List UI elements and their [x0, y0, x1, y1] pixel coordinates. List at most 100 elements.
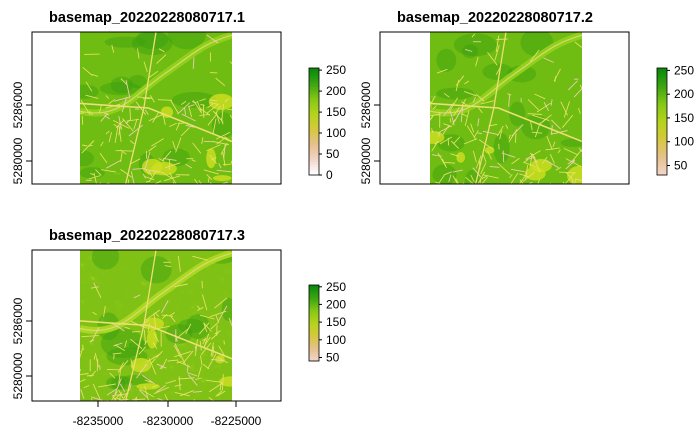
- street-segment: [206, 144, 221, 152]
- street-segment: [132, 398, 146, 401]
- legend-color-band: [309, 359, 319, 362]
- street-segment: [543, 57, 554, 63]
- street-segment: [531, 153, 536, 159]
- vegetation-patch: [436, 48, 457, 72]
- legend-color-band: [309, 94, 319, 98]
- street-segment: [437, 175, 445, 184]
- street-segment: [138, 389, 148, 398]
- legend-color-band: [309, 324, 319, 328]
- legend-color-band: [657, 169, 667, 173]
- street-segment: [181, 100, 187, 105]
- street-segment: [511, 168, 525, 173]
- street-segment: [452, 169, 463, 173]
- street-segment: [145, 309, 161, 321]
- legend-color-band: [309, 336, 319, 339]
- legend-color-band: [309, 68, 319, 72]
- street-segment: [546, 136, 553, 151]
- street-segment: [215, 131, 231, 140]
- street-segment: [452, 175, 459, 184]
- street-segment: [162, 157, 177, 161]
- street-segment: [172, 181, 175, 184]
- vegetation-patch: [110, 76, 133, 94]
- street-segment: [537, 178, 541, 184]
- street-segment: [497, 125, 504, 137]
- legend-color-band: [309, 86, 319, 90]
- street-segment: [144, 379, 152, 383]
- raster-panel: basemap_20220228080717.2 5280000 5286000 25…: [359, 10, 694, 185]
- street-segment: [164, 394, 169, 401]
- legend-color-band: [657, 105, 667, 109]
- street-segment: [173, 283, 188, 288]
- street-segment: [118, 116, 123, 130]
- street-segment: [453, 136, 461, 145]
- street-segment: [137, 48, 140, 59]
- street-segment: [139, 388, 155, 398]
- legend-color-band: [309, 118, 319, 122]
- y-tick-label: 5280000: [359, 137, 373, 184]
- street-segment: [475, 56, 479, 67]
- street-segment: [83, 385, 90, 389]
- street-segment: [534, 93, 546, 100]
- street-segment: [567, 80, 578, 91]
- legend-color-band: [309, 307, 319, 311]
- street-segment: [86, 374, 94, 377]
- street-segment: [430, 101, 432, 108]
- legend-color-band: [657, 97, 667, 101]
- legend-color-band: [309, 124, 319, 128]
- street-segment: [477, 107, 483, 114]
- street-segment: [148, 113, 163, 122]
- vegetation-patch: [111, 377, 126, 390]
- street-segment: [130, 359, 134, 370]
- street-segment: [161, 300, 169, 314]
- street-segment: [502, 150, 505, 163]
- street-segment: [229, 61, 232, 65]
- legend-color-band: [309, 70, 319, 74]
- main-road: [80, 320, 232, 360]
- street-segment: [209, 154, 217, 164]
- main-road: [124, 32, 157, 184]
- legend-tick-label: 150: [326, 105, 346, 119]
- vegetation-patch: [91, 250, 120, 270]
- street-segment: [222, 151, 226, 167]
- street-segment: [175, 137, 182, 153]
- street-segment: [216, 169, 232, 173]
- legend-color-band: [309, 326, 319, 330]
- street-segment: [191, 101, 197, 104]
- legend-color-band: [657, 153, 667, 157]
- vegetation-patch: [178, 318, 205, 334]
- street-segment: [194, 339, 198, 357]
- street-segment: [145, 176, 155, 181]
- street-segment: [469, 182, 471, 184]
- street-segment: [464, 48, 473, 52]
- street-segment: [133, 118, 138, 130]
- street-segment: [80, 368, 82, 373]
- legend-color-band: [657, 78, 667, 82]
- street-segment: [487, 150, 492, 160]
- legend-color-band: [309, 126, 319, 130]
- street-segment: [112, 119, 130, 129]
- street-segment: [430, 95, 436, 104]
- legend-tick-label: 250: [326, 280, 346, 294]
- street-segment: [113, 342, 123, 347]
- street-segment: [147, 323, 151, 333]
- street-segment: [178, 377, 195, 380]
- legend-color-band: [309, 145, 319, 149]
- street-segment: [139, 183, 142, 184]
- street-segment: [93, 282, 102, 299]
- legend-frame: [308, 284, 320, 362]
- street-segment: [181, 113, 196, 122]
- street-segment: [157, 397, 166, 401]
- street-segment: [472, 96, 476, 103]
- street-segment: [464, 80, 470, 85]
- street-segment: [215, 315, 220, 324]
- street-segment: [124, 326, 130, 330]
- street-segment: [470, 123, 475, 133]
- street-segment: [114, 125, 119, 143]
- street-segment: [553, 68, 561, 82]
- plot-frame: [31, 31, 282, 185]
- open-area-patch: [136, 383, 160, 390]
- vegetation-patch: [432, 164, 457, 184]
- street-segment: [119, 394, 121, 401]
- street-segment: [497, 162, 511, 176]
- street-segment: [110, 391, 118, 401]
